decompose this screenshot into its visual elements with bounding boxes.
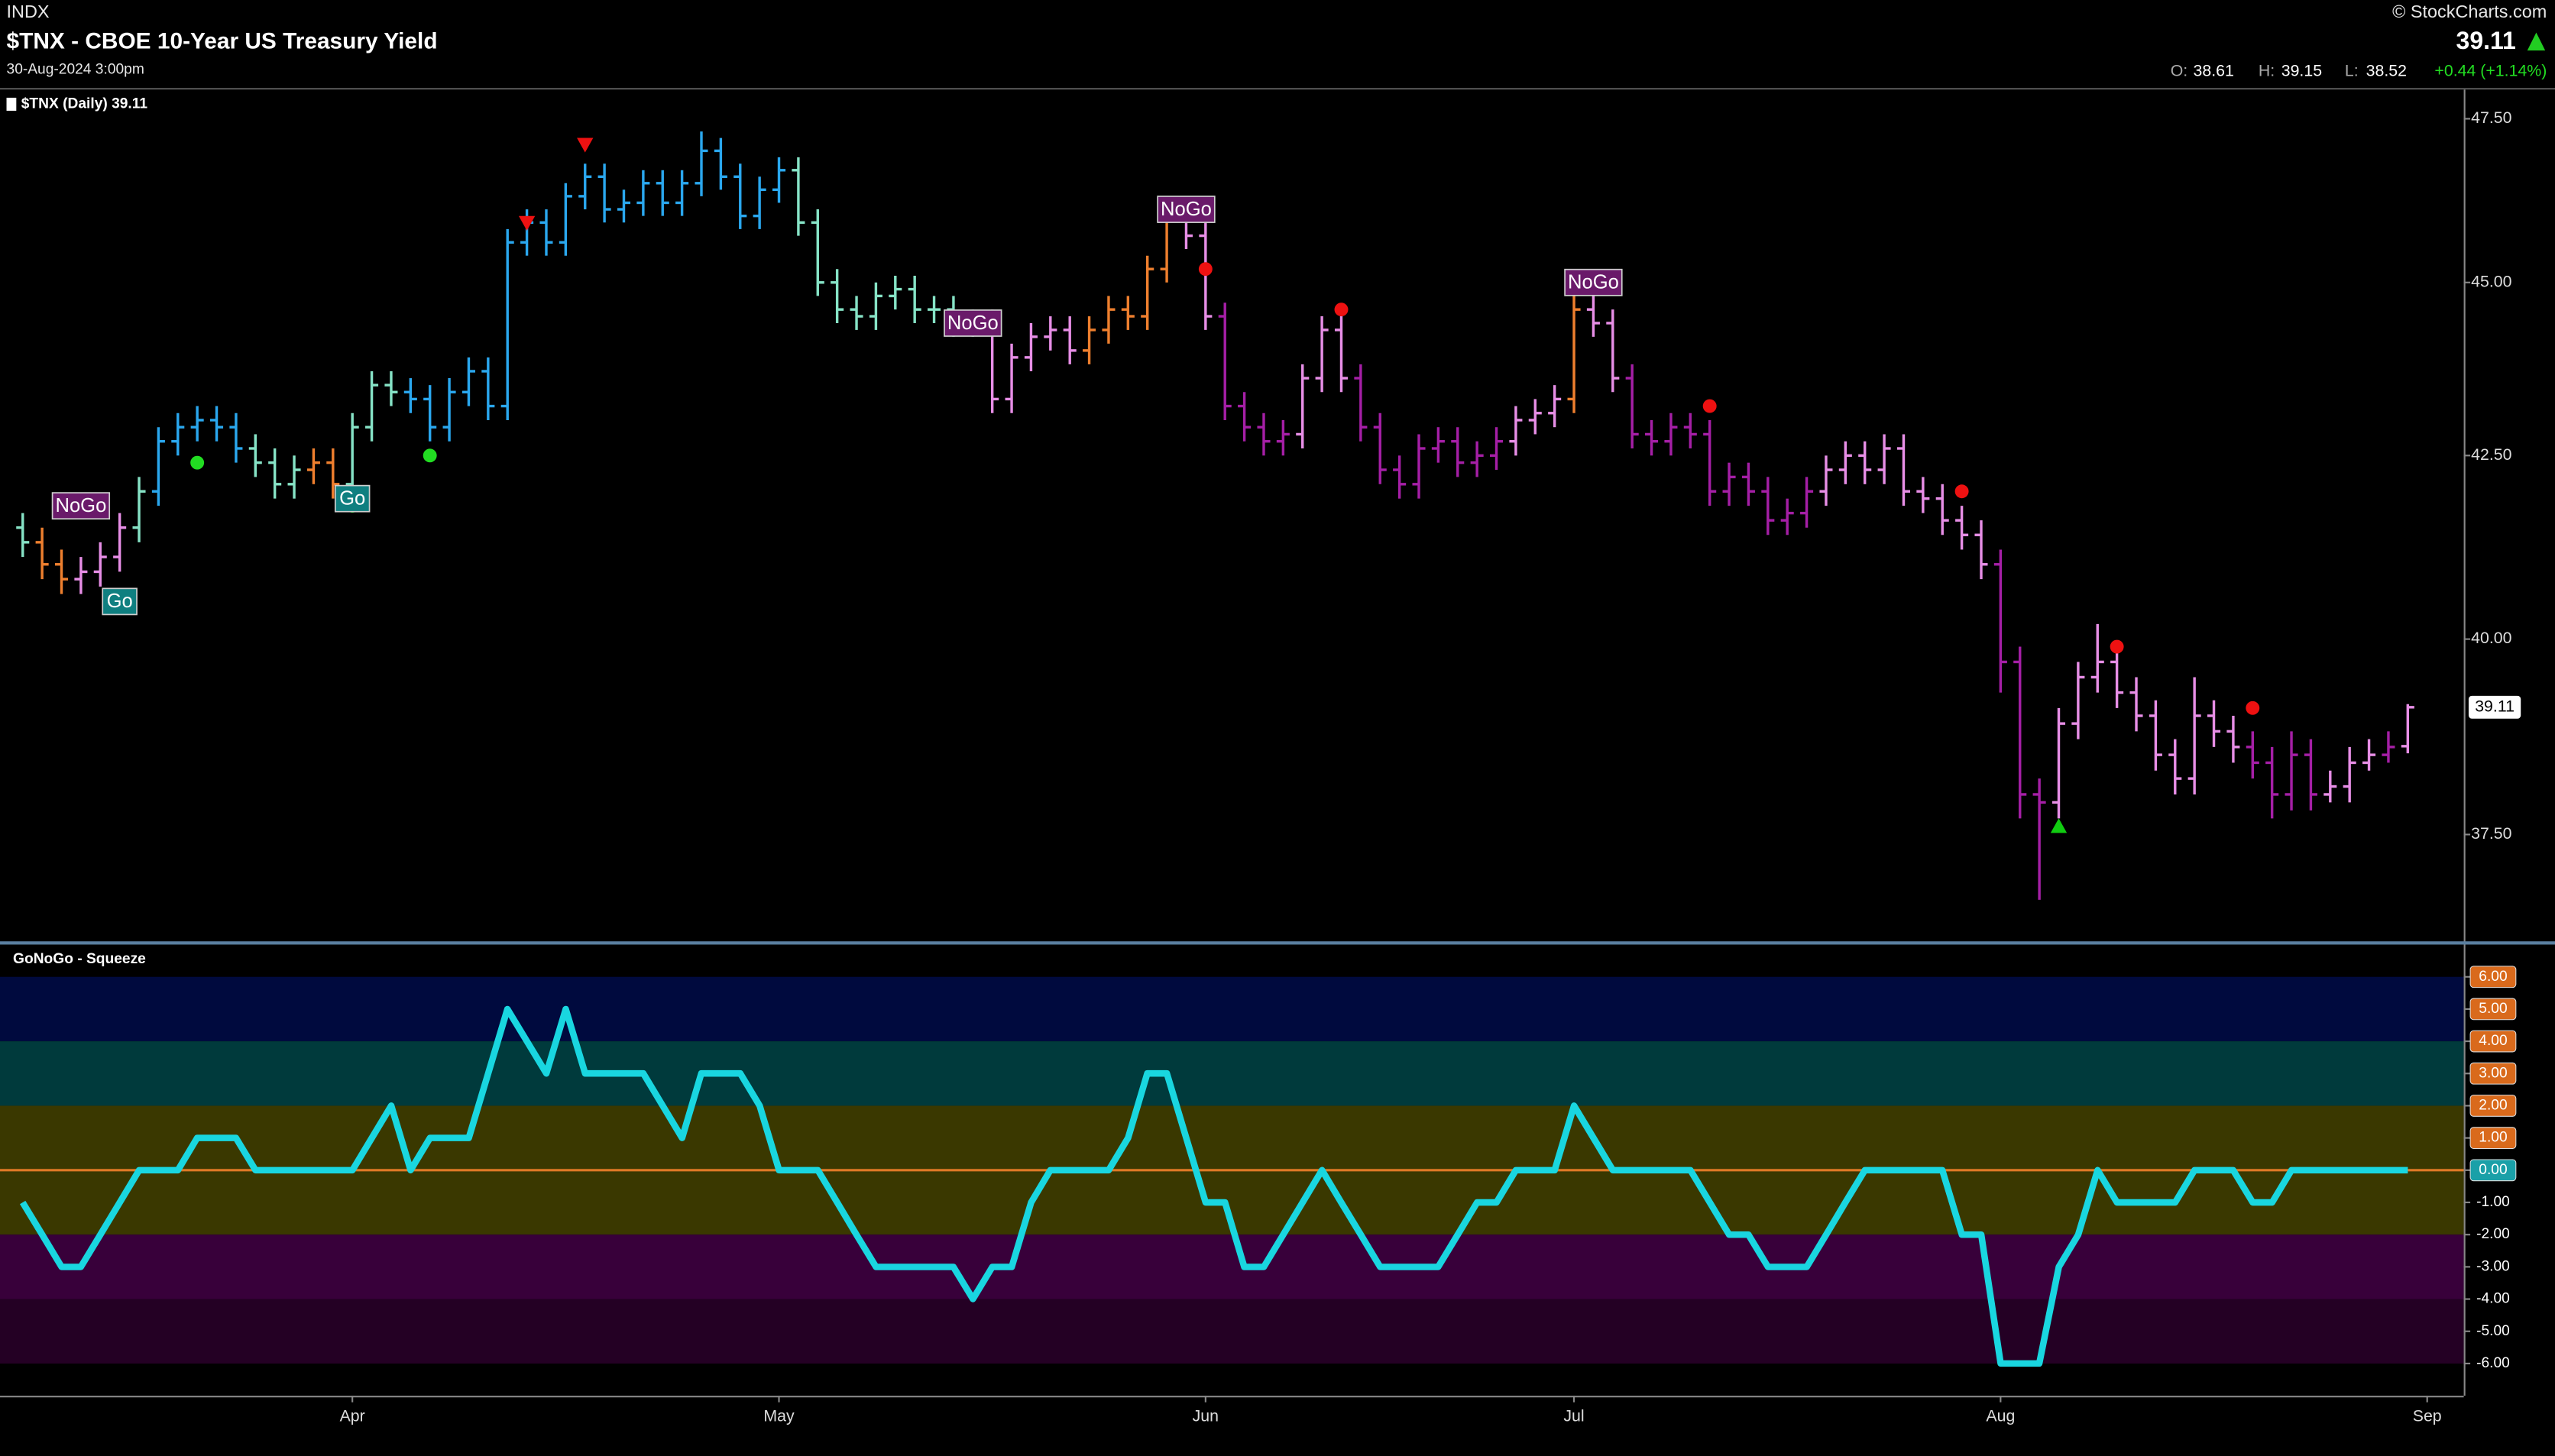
y-tick-label: 4.00 xyxy=(2479,1033,2507,1049)
price-legend: $TNX (Daily) 39.11 xyxy=(21,96,148,112)
annotation-label: Go xyxy=(339,488,365,510)
y-tick-label: 2.00 xyxy=(2479,1098,2507,1114)
x-tick-label: May xyxy=(763,1406,795,1425)
brand: © StockCharts.com xyxy=(2392,2,2547,21)
signal-triangle xyxy=(518,215,536,231)
legend-icon xyxy=(6,97,17,111)
y-tick-label: 0.00 xyxy=(2479,1162,2507,1178)
open-label: O: xyxy=(2171,61,2188,79)
low-label: L: xyxy=(2345,61,2359,79)
x-tick-label: Jun xyxy=(1193,1406,1219,1425)
signal-dot xyxy=(423,448,437,463)
plot-layer: -6.00 -5.00 -4.00 -3.00 -2.00 -1.00 0.00 1.00 2.… xyxy=(0,108,2521,1425)
indicator-legend: GoNoGo - Squeeze xyxy=(13,951,146,967)
y-tick-label: -5.00 xyxy=(2476,1323,2510,1339)
up-arrow xyxy=(2527,32,2546,51)
y-tick-box xyxy=(2469,1062,2517,1085)
zone xyxy=(0,1041,2464,1106)
zone xyxy=(0,976,2464,1042)
y-tick-label: 6.00 xyxy=(2479,969,2507,985)
last-value-label: 39.11 xyxy=(2475,697,2515,715)
annotation-box xyxy=(944,309,1002,337)
y-tick-label: 1.00 xyxy=(2479,1130,2507,1146)
annotation-box xyxy=(51,492,111,520)
signal-triangle xyxy=(577,138,594,153)
annotation-label: NoGo xyxy=(1568,272,1619,293)
annotation-box xyxy=(334,484,371,513)
last-value: 39.11 xyxy=(2456,27,2516,54)
y-tick-label: 40.00 xyxy=(2471,629,2511,647)
annotation-box xyxy=(102,587,138,616)
signal-dot xyxy=(1334,303,1349,317)
y-tick-label: -1.00 xyxy=(2476,1194,2510,1210)
signal-dot xyxy=(2110,639,2124,654)
low-value: 38.52 xyxy=(2366,61,2407,79)
chart-title: $TNX - CBOE 10-Year US Treasury Yield xyxy=(7,28,438,53)
annotation-box xyxy=(1157,196,1216,223)
change: +0.44 (+1.14%) xyxy=(2434,61,2547,79)
y-tick-label: 45.00 xyxy=(2471,272,2511,290)
signal-dot xyxy=(2246,700,2260,715)
y-tick-box xyxy=(2469,1095,2517,1117)
y-tick-box xyxy=(2469,1159,2517,1182)
y-tick-label: 3.00 xyxy=(2479,1065,2507,1081)
signal-dot xyxy=(190,455,205,470)
symbol: INDX xyxy=(7,2,50,21)
annotation-label: NoGo xyxy=(55,495,106,516)
y-tick-box xyxy=(2469,1127,2517,1150)
high-label: H: xyxy=(2259,61,2275,79)
oscillator-line xyxy=(19,1005,2408,1367)
zone xyxy=(0,1299,2464,1364)
y-tick-label: 5.00 xyxy=(2479,1001,2507,1017)
y-tick-label: 42.50 xyxy=(2471,445,2511,464)
x-tick-label: Apr xyxy=(340,1406,365,1425)
signal-dot xyxy=(1954,484,1969,499)
y-tick-label: 47.50 xyxy=(2471,108,2511,127)
last-value-tag xyxy=(2468,695,2521,719)
x-tick-label: Jul xyxy=(1563,1406,1584,1425)
x-tick-label: Sep xyxy=(2413,1406,2442,1425)
high-value: 39.15 xyxy=(2281,61,2322,79)
annotation-label: Go xyxy=(107,590,133,612)
signal-triangle xyxy=(2050,818,2068,833)
signal-dot xyxy=(1198,262,1213,277)
y-tick-label: 37.50 xyxy=(2471,824,2511,843)
annotation-box xyxy=(1564,268,1623,296)
y-tick-box xyxy=(2469,1030,2517,1053)
annotation-label: NoGo xyxy=(947,312,999,334)
y-tick-label: -4.00 xyxy=(2476,1291,2510,1307)
y-tick-label: -2.00 xyxy=(2476,1226,2510,1242)
zone xyxy=(0,1234,2464,1299)
open-value: 38.61 xyxy=(2194,61,2234,79)
y-tick-box xyxy=(2469,966,2517,988)
y-tick-box xyxy=(2469,998,2517,1021)
x-tick-label: Aug xyxy=(1986,1406,2015,1425)
annotation-label: NoGo xyxy=(1161,199,1212,220)
y-tick-label: -3.00 xyxy=(2476,1258,2510,1274)
date: 30-Aug-2024 3:00pm xyxy=(7,62,144,78)
signal-dot xyxy=(1702,399,1717,413)
y-tick-label: -6.00 xyxy=(2476,1355,2510,1371)
